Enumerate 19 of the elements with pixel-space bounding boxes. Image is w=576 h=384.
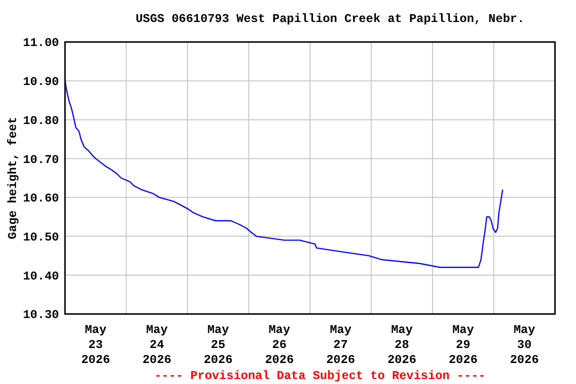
y-tick-label: 10.40: [22, 269, 59, 284]
y-tick-label: 10.30: [22, 308, 59, 322]
x-tick-label: May 26 2026: [264, 323, 294, 367]
y-axis-title: Gage height, feet: [6, 116, 20, 240]
x-tick-label: May 24 2026: [142, 323, 172, 367]
y-tick-label: 10.90: [22, 75, 59, 90]
x-tick-label: May 29 2026: [448, 323, 478, 367]
chart-title: USGS 06610793 West Papillion Creek at Papillion, Nebr.: [136, 12, 524, 26]
text: ---- Provisional Data Subject to Revision ----: [154, 369, 486, 383]
y-tick-label: 10.60: [22, 192, 59, 206]
x-tick-label: May 27 2026: [326, 323, 356, 367]
x-tick-label: May 30 2026: [510, 323, 539, 367]
y-tick-label: 10.80: [22, 114, 59, 128]
y-tick-label: 10.50: [22, 230, 59, 244]
x-tick-label: May 23 2026: [81, 323, 110, 367]
y-tick-label: 10.70: [22, 152, 59, 167]
y-tick-label: 11.00: [22, 36, 59, 50]
x-tick-label: May 28 2026: [387, 323, 416, 367]
x-tick-label: May 25 2026: [204, 323, 233, 367]
